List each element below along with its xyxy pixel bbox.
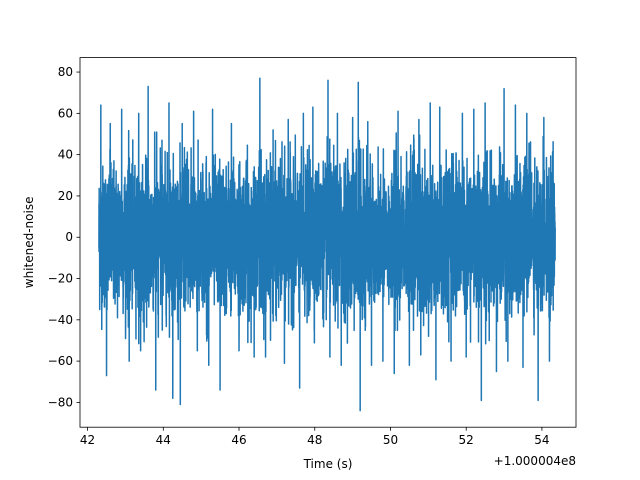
y-tick-label: −60 <box>48 354 73 368</box>
y-tick-label: −20 <box>48 272 73 286</box>
x-tick-label: 48 <box>307 433 322 447</box>
x-tick-label: 46 <box>231 433 246 447</box>
y-tick-label: −40 <box>48 313 73 327</box>
y-axis-ticks: −80 −60 −40 −20 0 20 40 60 80 <box>48 65 80 409</box>
x-axis-offset-label: +1.000004e8 <box>494 454 576 468</box>
y-tick-label: 60 <box>58 106 73 120</box>
y-tick-label: −80 <box>48 395 73 409</box>
x-tick-label: 44 <box>156 433 171 447</box>
x-axis-label: Time (s) <box>303 457 353 471</box>
x-tick-label: 42 <box>80 433 95 447</box>
y-tick-label: 0 <box>65 230 73 244</box>
y-tick-label: 40 <box>58 148 73 162</box>
series-layer <box>98 77 556 412</box>
x-axis-ticks: 42 44 46 48 50 52 54 <box>80 427 550 447</box>
x-tick-label: 50 <box>383 433 398 447</box>
x-tick-label: 54 <box>534 433 549 447</box>
y-tick-label: 80 <box>58 65 73 79</box>
series-line <box>98 77 556 412</box>
y-axis-label: whitened-noise <box>22 197 36 289</box>
plot-frame <box>79 57 577 428</box>
y-tick-label: 20 <box>58 189 73 203</box>
x-tick-label: 52 <box>459 433 474 447</box>
